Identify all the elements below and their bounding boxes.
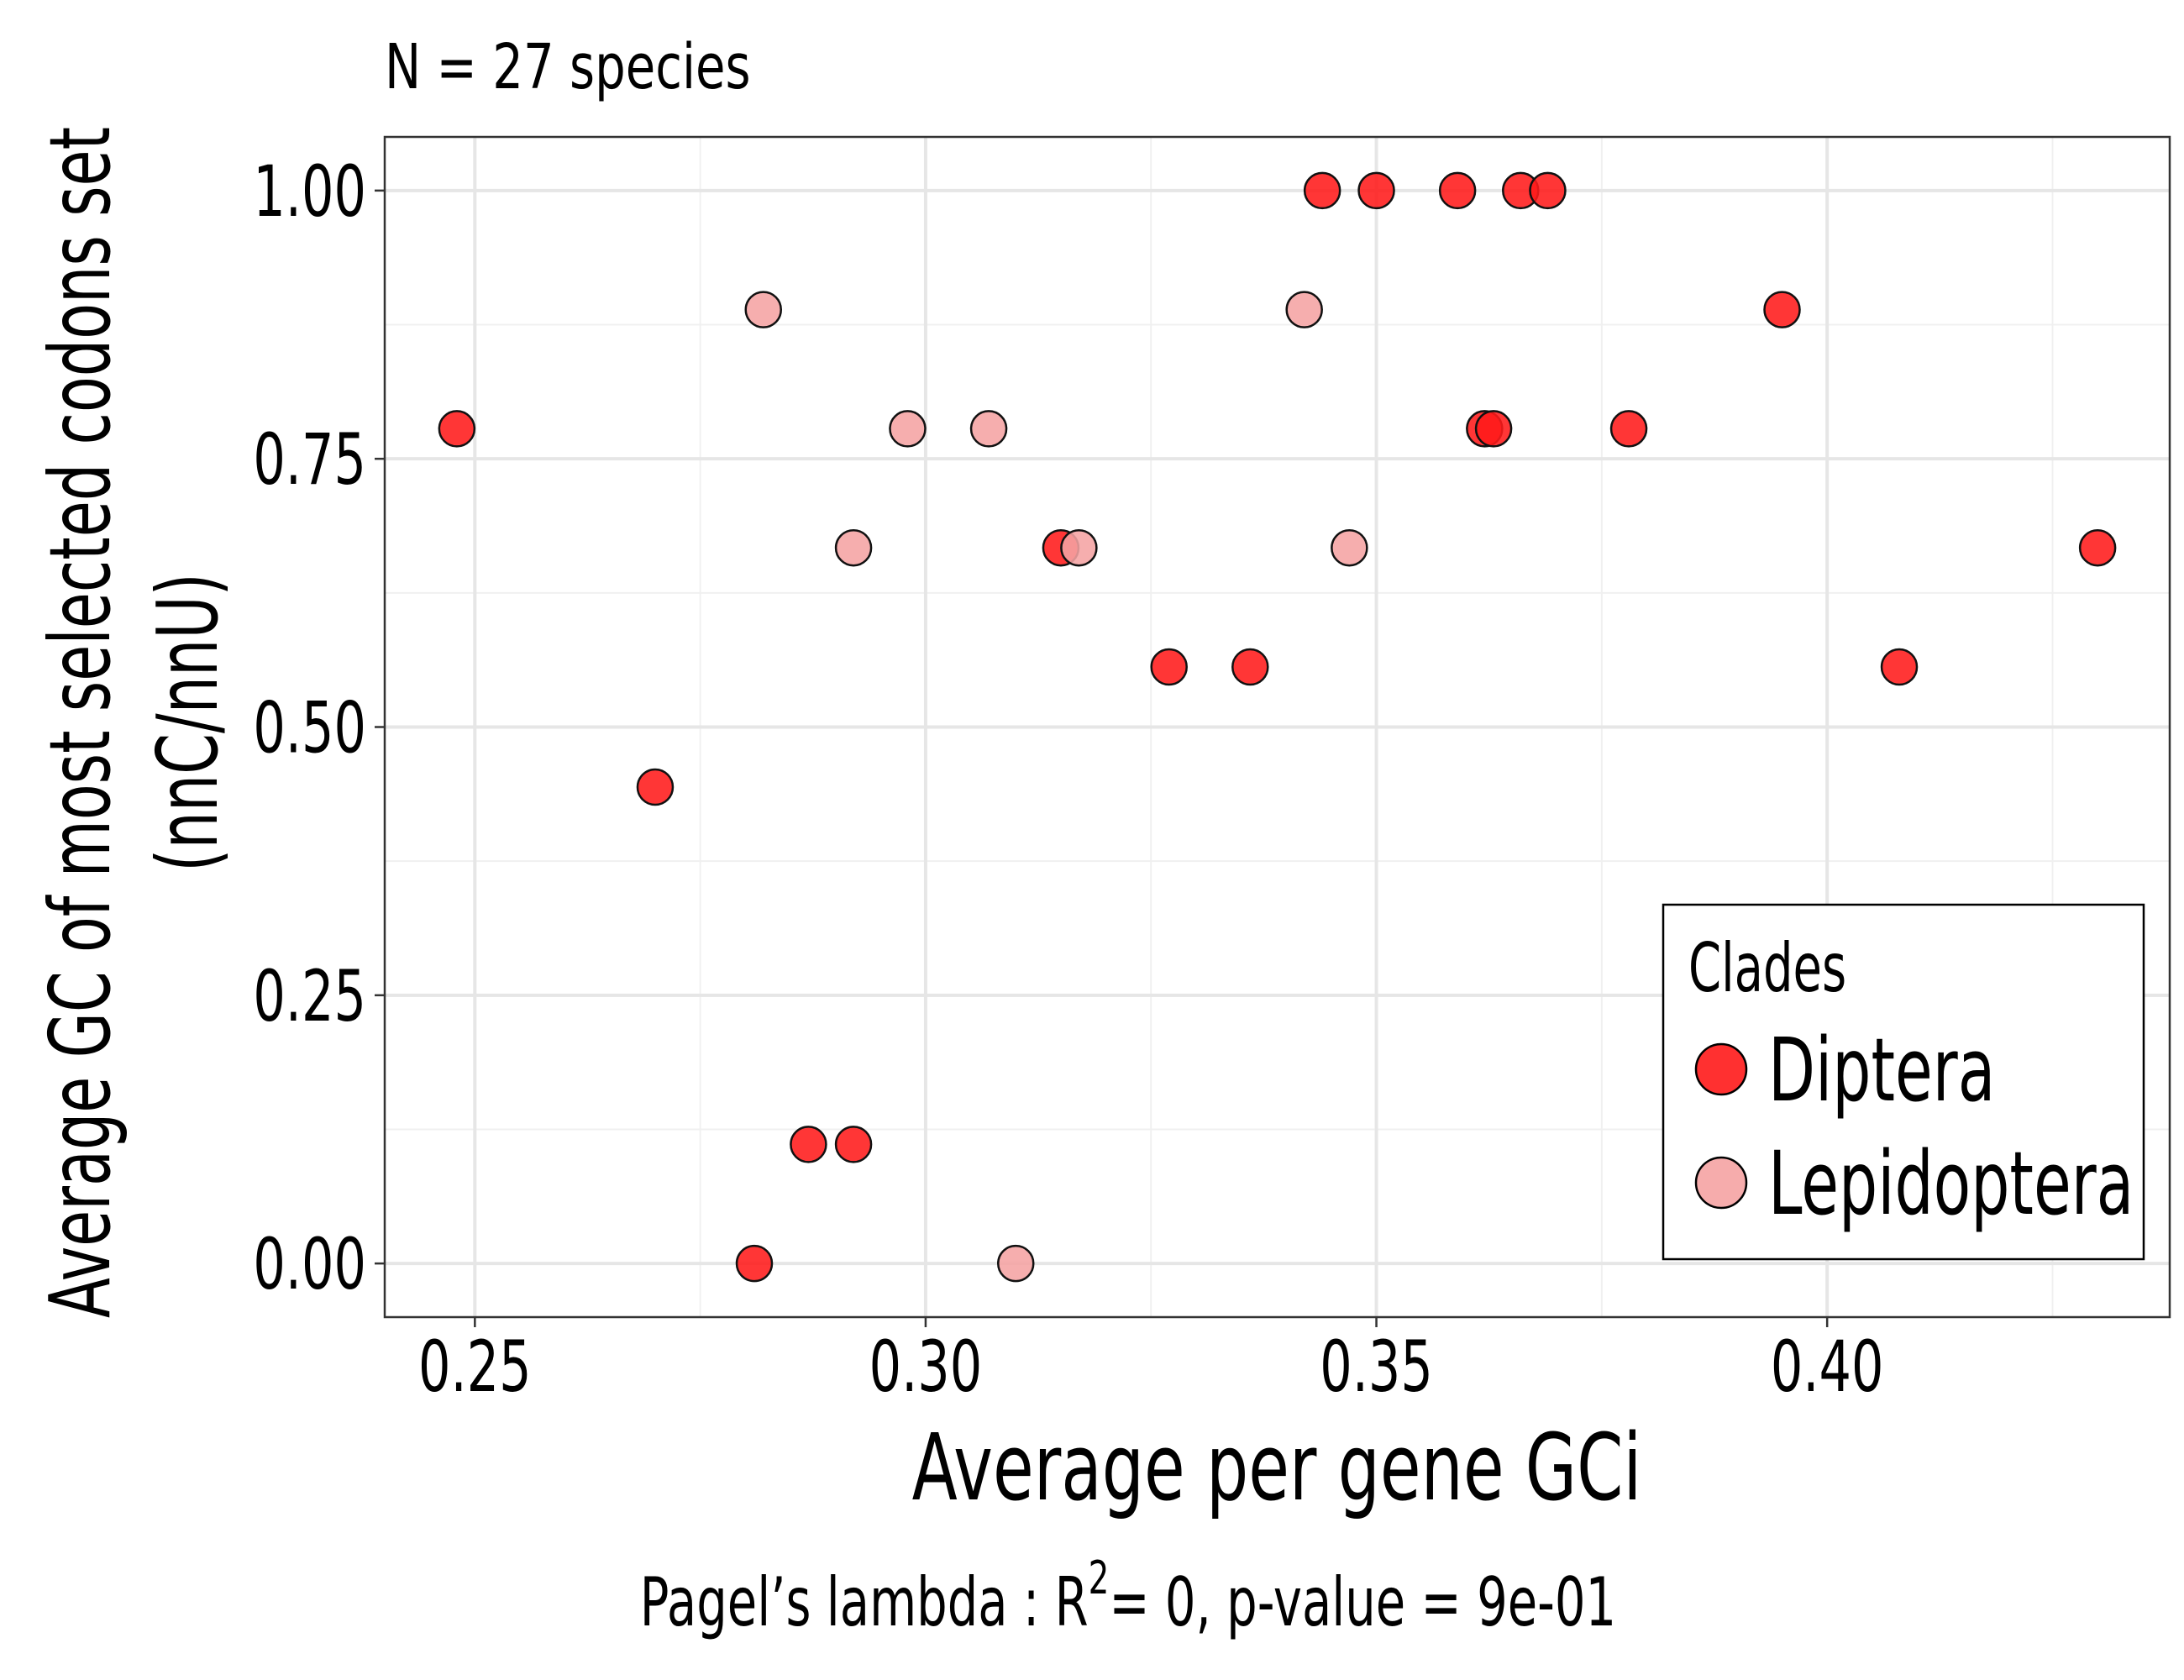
y-tick-label: 0.25 bbox=[253, 956, 366, 1038]
data-point-diptera bbox=[790, 1126, 827, 1163]
y-tick-label: 0.75 bbox=[253, 419, 366, 501]
caption: Pagel’s lambda : R2= 0, p-value = 9e-01 bbox=[640, 1552, 1616, 1642]
data-point-diptera bbox=[1474, 410, 1513, 448]
legend: Clades Diptera Lepidoptera bbox=[1662, 903, 2145, 1261]
x-tick-label: 0.40 bbox=[1771, 1326, 1884, 1409]
data-point-diptera bbox=[1529, 171, 1567, 210]
data-point-diptera bbox=[636, 768, 675, 806]
data-point-diptera bbox=[834, 1126, 873, 1163]
data-point-lepidoptera bbox=[1285, 291, 1323, 328]
data-point-diptera bbox=[735, 1244, 774, 1283]
legend-diptera-label: Diptera bbox=[1768, 1021, 1995, 1121]
data-point-diptera bbox=[1231, 648, 1269, 686]
data-point-diptera bbox=[1150, 648, 1188, 686]
y-axis-label-line2: (nnC/nnU) bbox=[139, 573, 237, 872]
x-tick-label: 0.25 bbox=[418, 1326, 532, 1409]
data-point-diptera bbox=[1763, 291, 1801, 328]
x-axis-label: Average per gene GCi bbox=[912, 1414, 1642, 1522]
legend-title: Clades bbox=[1688, 930, 1846, 1008]
y-tick-label: 1.00 bbox=[253, 151, 366, 234]
data-points bbox=[438, 171, 2117, 1283]
data-point-diptera bbox=[2078, 528, 2117, 567]
data-point-lepidoptera bbox=[744, 291, 783, 328]
data-point-lepidoptera bbox=[997, 1244, 1035, 1283]
data-point-lepidoptera bbox=[834, 528, 873, 567]
data-point-diptera bbox=[438, 410, 476, 448]
grid-lines bbox=[385, 137, 2170, 1317]
legend-lepidoptera-symbol bbox=[1694, 1156, 1748, 1210]
legend-box bbox=[1662, 903, 2145, 1261]
data-point-diptera bbox=[1357, 171, 1395, 210]
data-point-diptera bbox=[1880, 648, 1919, 686]
x-tick-label: 0.30 bbox=[869, 1326, 983, 1409]
axis-ticks: 0.25 0.30 0.35 0.40 0.00 0.25 0.50 0.75 1.00 bbox=[253, 151, 1883, 1409]
y-axis-label-line1: Average GC of most selected codons set bbox=[32, 127, 129, 1318]
y-tick-label: 0.00 bbox=[253, 1224, 366, 1306]
y-tick-label: 0.50 bbox=[253, 688, 366, 770]
data-point-diptera bbox=[1438, 171, 1477, 210]
x-tick-label: 0.35 bbox=[1320, 1326, 1433, 1409]
legend-lepidoptera-label: Lepidoptera bbox=[1768, 1134, 2134, 1235]
data-point-diptera bbox=[1303, 171, 1341, 210]
data-point-lepidoptera bbox=[969, 410, 1008, 448]
legend-diptera-symbol bbox=[1694, 1042, 1748, 1096]
chart-title: N = 27 species bbox=[385, 30, 751, 103]
data-point-lepidoptera bbox=[1060, 528, 1098, 567]
data-point-diptera bbox=[1609, 410, 1648, 448]
data-point-lepidoptera bbox=[889, 410, 927, 448]
data-point-lepidoptera bbox=[1331, 528, 1368, 567]
